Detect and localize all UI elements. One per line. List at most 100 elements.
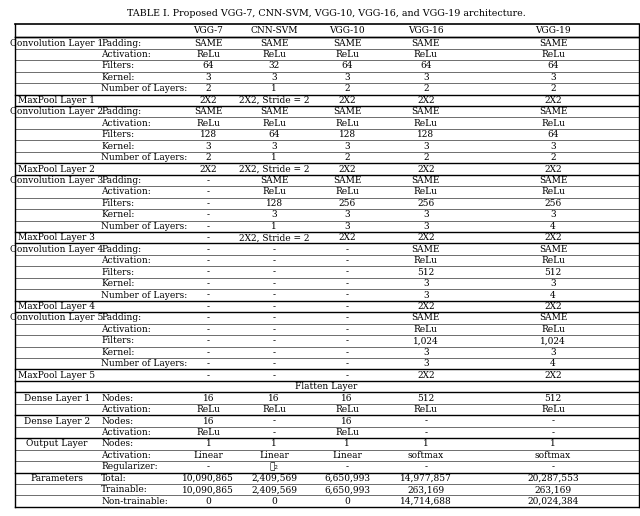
Text: SAME: SAME (412, 176, 440, 185)
Text: -: - (346, 268, 349, 277)
Text: 10,090,865: 10,090,865 (182, 485, 234, 494)
Text: SAME: SAME (412, 245, 440, 254)
Text: 3: 3 (344, 73, 350, 82)
Text: 2X2: 2X2 (544, 370, 562, 380)
Text: SAME: SAME (260, 107, 289, 116)
Text: -: - (273, 256, 276, 265)
Text: -: - (346, 313, 349, 322)
Text: 10,090,865: 10,090,865 (182, 474, 234, 483)
Text: Activation:: Activation: (101, 325, 151, 334)
Text: SAME: SAME (194, 107, 223, 116)
Text: 2: 2 (344, 153, 350, 162)
Text: -: - (207, 222, 210, 231)
Text: -: - (273, 302, 276, 311)
Text: 263,169: 263,169 (407, 485, 444, 494)
Text: -: - (273, 428, 276, 437)
Text: TABLE I. Proposed VGG-7, CNN-SVM, VGG-10, VGG-16, and VGG-19 architecture.: TABLE I. Proposed VGG-7, CNN-SVM, VGG-10… (127, 9, 526, 18)
Text: Convolution Layer 1: Convolution Layer 1 (10, 39, 103, 47)
Text: -: - (346, 348, 349, 357)
Text: Filters:: Filters: (101, 61, 134, 71)
Text: ReLu: ReLu (541, 50, 565, 59)
Text: 3: 3 (423, 73, 429, 82)
Text: ReLu: ReLu (262, 405, 286, 414)
Text: -: - (346, 336, 349, 345)
Text: Kernel:: Kernel: (101, 73, 134, 82)
Text: VGG-16: VGG-16 (408, 26, 444, 36)
Text: Number of Layers:: Number of Layers: (101, 84, 188, 93)
Text: 6,650,993: 6,650,993 (324, 474, 370, 483)
Text: ReLu: ReLu (541, 256, 565, 265)
Text: 64: 64 (342, 61, 353, 71)
Text: 3: 3 (344, 141, 350, 151)
Text: MaxPool Layer 5: MaxPool Layer 5 (18, 370, 95, 380)
Text: -: - (207, 256, 210, 265)
Text: Activation:: Activation: (101, 405, 151, 414)
Text: 16: 16 (342, 416, 353, 426)
Text: SAME: SAME (539, 107, 568, 116)
Text: Dense Layer 2: Dense Layer 2 (24, 416, 90, 426)
Text: -: - (207, 336, 210, 345)
Text: 0: 0 (271, 497, 277, 506)
Text: Trainable:: Trainable: (101, 485, 148, 494)
Text: 2,409,569: 2,409,569 (251, 474, 297, 483)
Text: softmax: softmax (535, 451, 572, 460)
Text: 2,409,569: 2,409,569 (251, 485, 297, 494)
Text: Linear: Linear (332, 451, 362, 460)
Text: 1,024: 1,024 (413, 336, 438, 345)
Text: ReLu: ReLu (196, 428, 220, 437)
Text: MaxPool Layer 2: MaxPool Layer 2 (19, 165, 95, 173)
Text: -: - (552, 462, 555, 471)
Text: Number of Layers:: Number of Layers: (101, 222, 188, 231)
Text: MaxPool Layer 1: MaxPool Layer 1 (18, 96, 95, 105)
Text: ReLu: ReLu (414, 187, 438, 197)
Text: SAME: SAME (412, 39, 440, 47)
Text: -: - (273, 268, 276, 277)
Text: 20,024,384: 20,024,384 (527, 497, 579, 506)
Text: 256: 256 (545, 199, 562, 208)
Text: 4: 4 (550, 222, 556, 231)
Text: -: - (273, 313, 276, 322)
Text: ReLu: ReLu (541, 187, 565, 197)
Text: Activation:: Activation: (101, 119, 151, 128)
Text: Convolution Layer 5: Convolution Layer 5 (10, 313, 104, 322)
Text: 2: 2 (550, 153, 556, 162)
Text: 64: 64 (547, 61, 559, 71)
Text: 2X2, Stride = 2: 2X2, Stride = 2 (239, 233, 309, 242)
Text: 256: 256 (339, 199, 356, 208)
Text: 32: 32 (269, 61, 280, 71)
Text: 3: 3 (271, 211, 277, 219)
Text: 16: 16 (342, 394, 353, 402)
Text: SAME: SAME (333, 39, 362, 47)
Text: ReLu: ReLu (414, 256, 438, 265)
Text: -: - (346, 370, 349, 380)
Text: 128: 128 (200, 130, 217, 139)
Text: 2: 2 (205, 153, 211, 162)
Text: MaxPool Layer 3: MaxPool Layer 3 (19, 233, 95, 242)
Text: 3: 3 (423, 211, 429, 219)
Text: -: - (207, 245, 210, 254)
Text: SAME: SAME (539, 245, 568, 254)
Text: Nodes:: Nodes: (101, 416, 134, 426)
Text: -: - (207, 199, 210, 208)
Text: Convolution Layer 4: Convolution Layer 4 (10, 245, 103, 254)
Text: 128: 128 (339, 130, 356, 139)
Text: 3: 3 (550, 279, 556, 288)
Text: Kernel:: Kernel: (101, 211, 134, 219)
Text: softmax: softmax (408, 451, 444, 460)
Text: 1: 1 (271, 84, 277, 93)
Text: Filters:: Filters: (101, 130, 134, 139)
Text: Parameters: Parameters (30, 474, 83, 483)
Text: Non-trainable:: Non-trainable: (101, 497, 168, 506)
Text: ReLu: ReLu (541, 325, 565, 334)
Text: 512: 512 (545, 268, 562, 277)
Text: Padding:: Padding: (101, 313, 141, 322)
Text: 2X2: 2X2 (417, 370, 435, 380)
Text: -: - (207, 370, 210, 380)
Text: 2: 2 (205, 84, 211, 93)
Text: -: - (273, 291, 276, 299)
Text: 1: 1 (550, 440, 556, 448)
Text: SAME: SAME (333, 107, 362, 116)
Text: 3: 3 (344, 222, 350, 231)
Text: -: - (273, 279, 276, 288)
Text: 2X2: 2X2 (544, 165, 562, 173)
